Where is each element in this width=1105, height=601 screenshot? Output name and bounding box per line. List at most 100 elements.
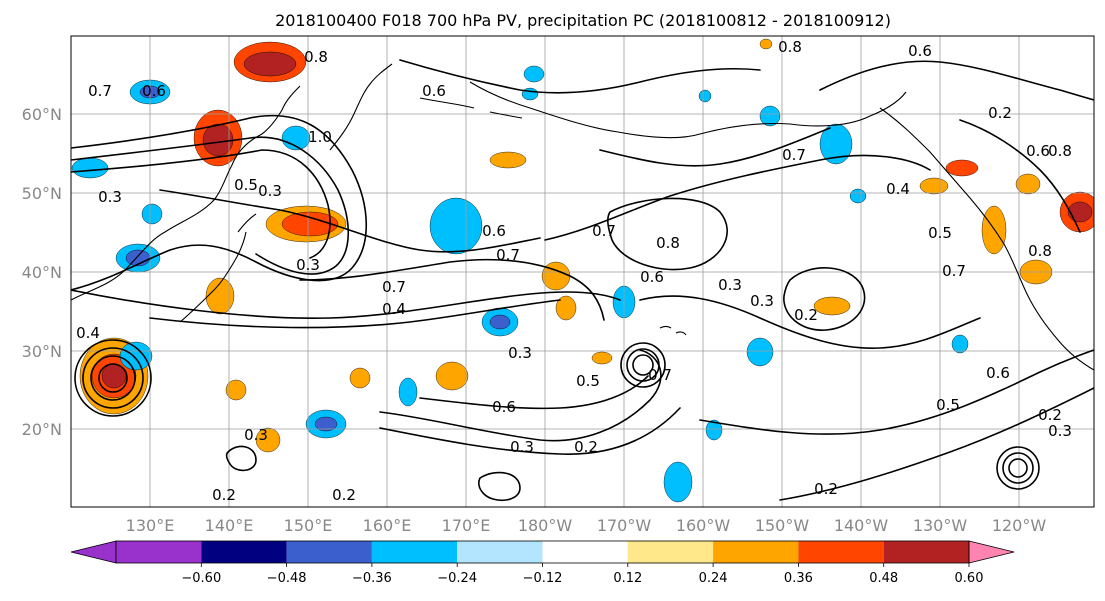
pv-contour-label: 0.7 [942, 262, 966, 280]
lon-tick-label: 130°W [913, 516, 968, 535]
colorbar-tick-label: 0.60 [955, 571, 984, 586]
precip-shading-patch [243, 51, 297, 77]
pv-closed-cyclone-west-1 [98, 363, 128, 393]
precip-shading-patch [225, 379, 247, 401]
pv-contour-label: 0.5 [234, 176, 258, 194]
precip-shading-patch [489, 314, 511, 330]
pv-contour-trough-3 [71, 149, 331, 259]
pv-contours [71, 59, 1094, 501]
colorbar-segment [116, 541, 202, 563]
colorbar-extend-low [70, 540, 117, 564]
coast-north-america-west [879, 107, 1094, 371]
pv-contour-east-1 [699, 349, 1094, 435]
coast-japan [179, 213, 257, 323]
precip-shading-patch [951, 334, 969, 354]
coast-aleutians [419, 97, 523, 119]
pv-contour-label: 0.8 [1048, 142, 1072, 160]
pv-contour-jet-4 [159, 189, 541, 253]
coast-east-asia [71, 85, 301, 301]
pv-contour-south-1 [379, 349, 662, 442]
colorbar-segment [713, 541, 799, 563]
precip-shading-patch [349, 367, 371, 389]
pv-closed-cyclone-central-1 [632, 354, 654, 376]
pv-closed-cyclone-east-3 [996, 446, 1040, 490]
precip-shading-patch [919, 177, 949, 195]
pv-contour-label: 0.6 [1026, 142, 1050, 160]
pv-contour-label: 0.3 [244, 426, 268, 444]
lon-axis: 130°E 140°E 150°E 160°E 170°E 180°W 170°… [126, 516, 1047, 535]
map-border [70, 35, 1095, 508]
lon-tick-label: 170°E [442, 516, 491, 535]
pv-contour-label: 0.2 [1038, 406, 1062, 424]
pv-contour-jet-1 [71, 289, 621, 319]
colorbar-segment [457, 541, 543, 563]
pv-contour-ridge-1 [544, 154, 931, 241]
pv-contour-label: 0.5 [576, 372, 600, 390]
precip-shading-patch [141, 203, 163, 225]
pv-contour-south-2 [379, 407, 681, 455]
precip-shading-patch [202, 123, 234, 157]
precip-shading-patch [705, 419, 723, 441]
pv-contour-label: 0.8 [304, 48, 328, 66]
lon-tick-label: 180°W [518, 516, 573, 535]
pv-contour-east-2 [779, 387, 1094, 501]
pv-contour-north-3 [599, 127, 831, 167]
precip-shading-patch [398, 377, 418, 407]
lon-tick-label: 130°E [126, 516, 175, 535]
precip-shading-patch [314, 416, 338, 432]
lat-tick-label: 20°N [22, 420, 62, 439]
pv-contour-label: 0.3 [1048, 422, 1072, 440]
precip-shading-patch [429, 197, 483, 255]
lon-tick-label: 170°W [597, 516, 652, 535]
pv-contour-label: 0.6 [142, 82, 166, 100]
pv-contour-jet-3 [299, 258, 605, 321]
colorbar-segment [542, 541, 628, 563]
precip-shading-patch [541, 261, 571, 291]
pv-contour-label: 0.5 [928, 224, 952, 242]
pv-contour-label: 0.8 [1028, 242, 1052, 260]
pv-contour-south-3 [419, 375, 649, 410]
pv-closed-cyclone-west-2 [90, 355, 136, 401]
precip-shading-patch [555, 295, 577, 321]
colorbar-extend-high [968, 540, 1015, 564]
pv-contour-label: 0.8 [778, 38, 802, 56]
colorbar-tick-label: −0.24 [437, 571, 477, 586]
lon-tick-label: 160°E [363, 516, 412, 535]
precip-shading-patch [523, 65, 545, 83]
coast-alaska [469, 81, 907, 139]
precip-shading-patch [746, 337, 774, 367]
coast-hawaii [659, 325, 687, 336]
pv-contour-trough-1 [71, 114, 367, 291]
pv-contour-label: 0.2 [814, 480, 838, 498]
lat-tick-label: 40°N [22, 263, 62, 282]
precip-shading-patch [591, 351, 613, 365]
precip-shading-patch [813, 296, 851, 316]
pv-contour-label: 0.5 [936, 396, 960, 414]
precip-shading-patch [281, 211, 339, 237]
pv-contour-closed-150w [783, 267, 866, 331]
lat-tick-label: 60°N [22, 105, 62, 124]
pv-contour-label: 0.2 [988, 104, 1012, 122]
pv-contour-north-2 [819, 60, 1094, 101]
pv-contour-label: 0.6 [482, 222, 506, 240]
precip-shading-patch [849, 188, 867, 204]
pv-contour-jet-2 [149, 299, 561, 329]
precip-shading-patch [945, 159, 979, 177]
map-panel: 0.80.7 0.61.00.30.60.5 0.30.60.70.40.30.70… [70, 35, 1095, 508]
lon-tick-label: 160°W [676, 516, 731, 535]
pv-closed-cyclone-central-2 [626, 348, 660, 382]
colorbar-segment [883, 541, 969, 563]
coast-kamchatka [329, 63, 393, 151]
precip-shading-patch [698, 89, 712, 103]
lon-tick-label: 150°W [755, 516, 810, 535]
pv-contour-label: 0.4 [382, 300, 406, 318]
precip-shading-patch [435, 361, 469, 391]
colorbar-tick-label: −0.48 [267, 571, 307, 586]
pv-contour-small-loop-2 [478, 471, 521, 501]
pv-contour-label: 0.6 [908, 42, 932, 60]
pv-contour-small-loop-1 [225, 445, 257, 472]
precip-shading-patch [663, 461, 693, 503]
pv-contour-label: 0.2 [212, 486, 236, 504]
pv-closed-cyclone-west-4 [74, 339, 152, 417]
